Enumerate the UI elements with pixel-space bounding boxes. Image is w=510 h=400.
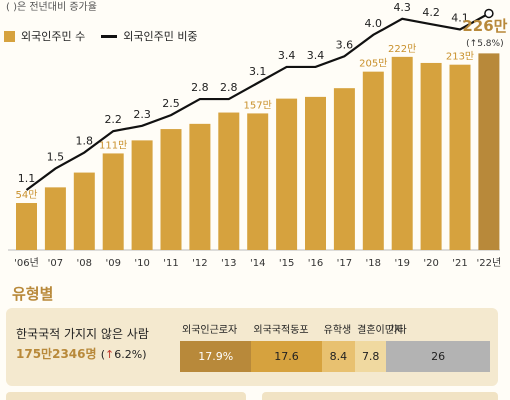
- line-value-label: 2.8: [220, 81, 238, 94]
- bar: [73, 172, 95, 250]
- line-value-label: 1.8: [76, 135, 94, 148]
- breakdown-title: 한국국적 가지지 않은 사람: [16, 327, 149, 341]
- bar: [44, 187, 66, 250]
- line-value-label: 2.5: [162, 97, 180, 110]
- segment-label-1: 외국국적동포: [253, 325, 309, 336]
- next-panel-right: [262, 392, 498, 400]
- next-panel-left: [6, 392, 246, 400]
- x-tick-label: '06년: [14, 257, 39, 269]
- bar-value-label: 213만: [446, 51, 474, 63]
- bar-value-label: 111만: [99, 139, 127, 151]
- bar: [391, 56, 413, 250]
- line-value-label: 1.5: [47, 151, 65, 164]
- bar-value-label: 157만: [244, 99, 272, 111]
- segment-1: 17.6: [251, 341, 322, 372]
- segment-4: 26: [386, 341, 490, 372]
- line-value-label: 3.1: [249, 65, 267, 78]
- segment-label-4: 기타: [388, 325, 407, 336]
- legend-bar-label: 외국인주민 수: [21, 30, 86, 43]
- segment-label-0: 외국인근로자: [182, 325, 238, 336]
- line-point: [484, 8, 494, 19]
- line-value-label: 3.4: [278, 49, 296, 62]
- share-line: [25, 12, 490, 191]
- bar: [218, 112, 240, 250]
- breakdown-value: 175만2346명 (↑6.2%): [16, 345, 146, 362]
- segment-label-3: 결혼이민자: [357, 325, 404, 336]
- line-value-label: 2.8: [191, 81, 209, 94]
- x-tick-label: '16: [308, 258, 323, 269]
- up-arrow-icon: ↑: [105, 348, 115, 361]
- bar: [189, 123, 211, 250]
- line-value-label: 3.4: [307, 49, 325, 62]
- chart-note: ( )은 전년대비 증가율: [6, 2, 97, 13]
- line-value-label: 3.6: [336, 38, 354, 51]
- line-value-label: 2.3: [133, 108, 151, 121]
- bar-value-label: 54만: [16, 189, 38, 201]
- bar: [102, 153, 124, 250]
- bar: [449, 64, 471, 250]
- legend-line-label: 외국인주민 비중: [123, 30, 198, 43]
- bar: [16, 203, 37, 250]
- breakdown-total: 175만2346명: [16, 347, 97, 361]
- x-tick-label: '17: [337, 258, 352, 269]
- x-tick-label: '11: [163, 258, 178, 269]
- x-tick-label: '21: [452, 258, 467, 269]
- x-tick-label: '12: [192, 258, 207, 269]
- x-tick-label: '10: [134, 258, 149, 269]
- line-value-label: 4.3: [393, 1, 411, 14]
- x-tick-label: '15: [279, 258, 294, 269]
- line-value-label: 4.1: [451, 12, 469, 25]
- breakdown-change: (↑6.2%): [100, 348, 147, 361]
- breakdown-change-value: 6.2%: [114, 348, 143, 361]
- segment-3: 7.8: [355, 341, 387, 372]
- line-value-label: 2.2: [104, 113, 122, 126]
- chart-legend: 외국인주민 수 외국인주민 비중: [4, 28, 198, 44]
- bar: [420, 62, 442, 251]
- line-value-label: 4.2: [422, 6, 440, 19]
- bar: [362, 71, 384, 251]
- bar-value-label: 205만: [359, 58, 387, 70]
- section-title: 유형별: [12, 285, 54, 303]
- segment-2: 8.4: [321, 341, 356, 372]
- line-value-label: 1.1: [18, 172, 36, 185]
- x-tick-label: '22년: [477, 257, 502, 269]
- x-tick-label: '08: [77, 258, 92, 269]
- highlight-change: (↑5.8%): [466, 39, 503, 49]
- bar: [333, 88, 355, 251]
- legend-bar-swatch: [4, 30, 15, 42]
- legend-line-swatch: [101, 34, 118, 38]
- bar-value-label: 222만: [388, 43, 416, 55]
- bar: [305, 96, 326, 250]
- population-chart: 54만 '06년 '07 '08 111만 '09 '10 '11 '12 '13 157만 '14 '…: [8, 1, 508, 269]
- x-tick-label: '18: [366, 258, 381, 269]
- x-tick-label: '09: [105, 258, 120, 269]
- x-tick-label: '13: [221, 258, 236, 269]
- highlight-value: 226만: [462, 17, 507, 35]
- x-tick-label: '07: [48, 258, 63, 269]
- bar: [247, 113, 269, 250]
- x-tick-label: '20: [423, 258, 438, 269]
- bar: [276, 98, 298, 251]
- segment-label-2: 유학생: [323, 325, 352, 336]
- bar: [478, 53, 500, 250]
- bar: [131, 140, 153, 250]
- segment-0: 17.9%: [180, 341, 252, 372]
- x-tick-label: '14: [250, 258, 265, 269]
- bar: [160, 129, 182, 250]
- x-tick-label: '19: [394, 258, 409, 269]
- line-value-label: 4.0: [365, 17, 383, 30]
